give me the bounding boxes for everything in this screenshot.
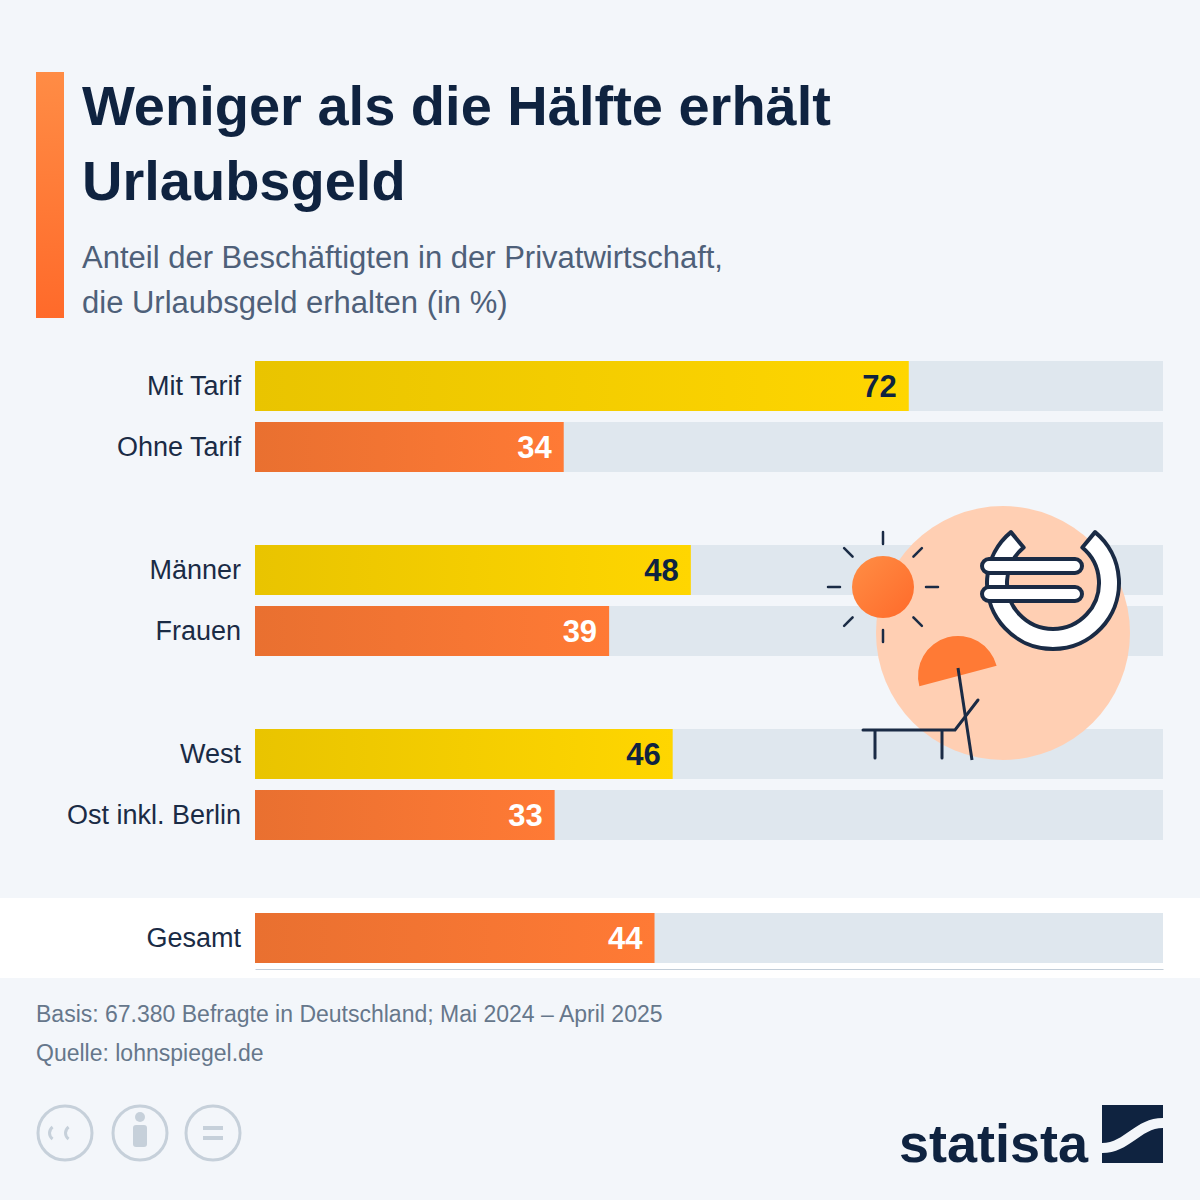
licence-circle — [113, 1106, 167, 1160]
x-axis-line — [256, 969, 1164, 970]
sun-ray — [844, 548, 852, 556]
euro-line — [982, 559, 1082, 573]
sun-ray — [828, 586, 840, 589]
bar — [255, 790, 555, 840]
licence-glyph — [133, 1125, 147, 1147]
y-axis: Mit Tarif Ohne Tarif Männer Frauen West Ost i… — [67, 371, 242, 953]
licence-icons — [38, 1106, 240, 1160]
licence-glyph — [135, 1112, 145, 1122]
y-tick: Männer — [149, 555, 241, 585]
sun — [852, 556, 914, 618]
licence-glyph — [48, 1126, 53, 1141]
data-label: 34 — [517, 430, 552, 465]
sun-ray — [882, 630, 885, 642]
euro-line — [982, 587, 1082, 601]
bar — [255, 545, 691, 595]
tracks — [255, 361, 1163, 963]
licence-glyph — [203, 1136, 223, 1140]
y-tick-label: Frauen — [155, 616, 241, 646]
total-band — [0, 898, 1200, 978]
y-tick: Gesamt — [146, 923, 241, 953]
illustration-circle — [876, 506, 1130, 760]
licence-glyph — [203, 1126, 223, 1130]
source: Quelle: lohnspiegel.de — [36, 1040, 264, 1066]
y-tick: Mit Tarif — [147, 371, 242, 401]
sun-ray — [844, 617, 852, 625]
sun-ray — [882, 532, 885, 544]
logo-icon — [1102, 1105, 1163, 1163]
logo-wave — [1102, 1118, 1163, 1153]
data-label: 46 — [626, 737, 660, 772]
note: Basis: 67.380 Befragte in Deutschland; M… — [36, 1001, 663, 1027]
y-tick-label: Männer — [149, 555, 241, 585]
y-tick-label: Ohne Tarif — [117, 432, 242, 462]
licence-circle — [38, 1106, 92, 1160]
y-tick: Frauen — [155, 616, 241, 646]
bar — [255, 606, 609, 656]
umbrella-pole — [958, 668, 972, 760]
sun-ray — [926, 586, 938, 589]
data-label: 39 — [563, 614, 597, 649]
chart-root: Weniger als die Hälfte erhält Urlaubsgeld… — [0, 0, 1200, 1200]
background — [0, 0, 1200, 1200]
title: Weniger als die Hälfte erhält Urlaubsgeld — [82, 74, 831, 212]
licence-circle — [186, 1106, 240, 1160]
y-tick: Ost inkl. Berlin — [67, 800, 241, 830]
y-tick-label: Ost inkl. Berlin — [67, 800, 241, 830]
track — [255, 361, 1163, 411]
umbrella — [909, 627, 997, 686]
data-label: 72 — [862, 369, 896, 404]
text-line: die Urlaubsgeld erhalten (in %) — [82, 285, 508, 320]
bar — [255, 729, 673, 779]
sun-ray — [913, 617, 921, 625]
data-label: 48 — [644, 553, 678, 588]
logo: statista — [899, 1113, 1089, 1173]
track — [255, 913, 1163, 963]
bar — [255, 422, 564, 472]
sun-ray — [913, 548, 921, 556]
text-line: Anteil der Beschäftigten in der Privatwi… — [82, 240, 723, 275]
x-axis — [256, 969, 1164, 970]
bar — [255, 361, 909, 411]
y-tick-label: Gesamt — [146, 923, 241, 953]
text-line: Weniger als die Hälfte erhält — [82, 74, 831, 137]
subtitle: Anteil der Beschäftigten in der Privatwi… — [82, 240, 723, 320]
data-labels: 72 34 48 39 46 33 44 — [508, 369, 897, 956]
bar — [255, 913, 655, 963]
accent-bar — [36, 72, 64, 318]
track — [255, 422, 1163, 472]
y-tick: Ohne Tarif — [117, 432, 242, 462]
data-label: 44 — [608, 921, 643, 956]
chair — [863, 700, 978, 758]
data-label: 33 — [508, 798, 542, 833]
track — [255, 790, 1163, 840]
y-tick-label: Mit Tarif — [147, 371, 242, 401]
illustration — [828, 506, 1130, 760]
bars — [255, 361, 909, 963]
logo-square — [1102, 1105, 1163, 1163]
y-tick: West — [180, 739, 242, 769]
y-tick-label: West — [180, 739, 242, 769]
licence-glyph — [64, 1126, 69, 1141]
text-line: Urlaubsgeld — [82, 149, 406, 212]
